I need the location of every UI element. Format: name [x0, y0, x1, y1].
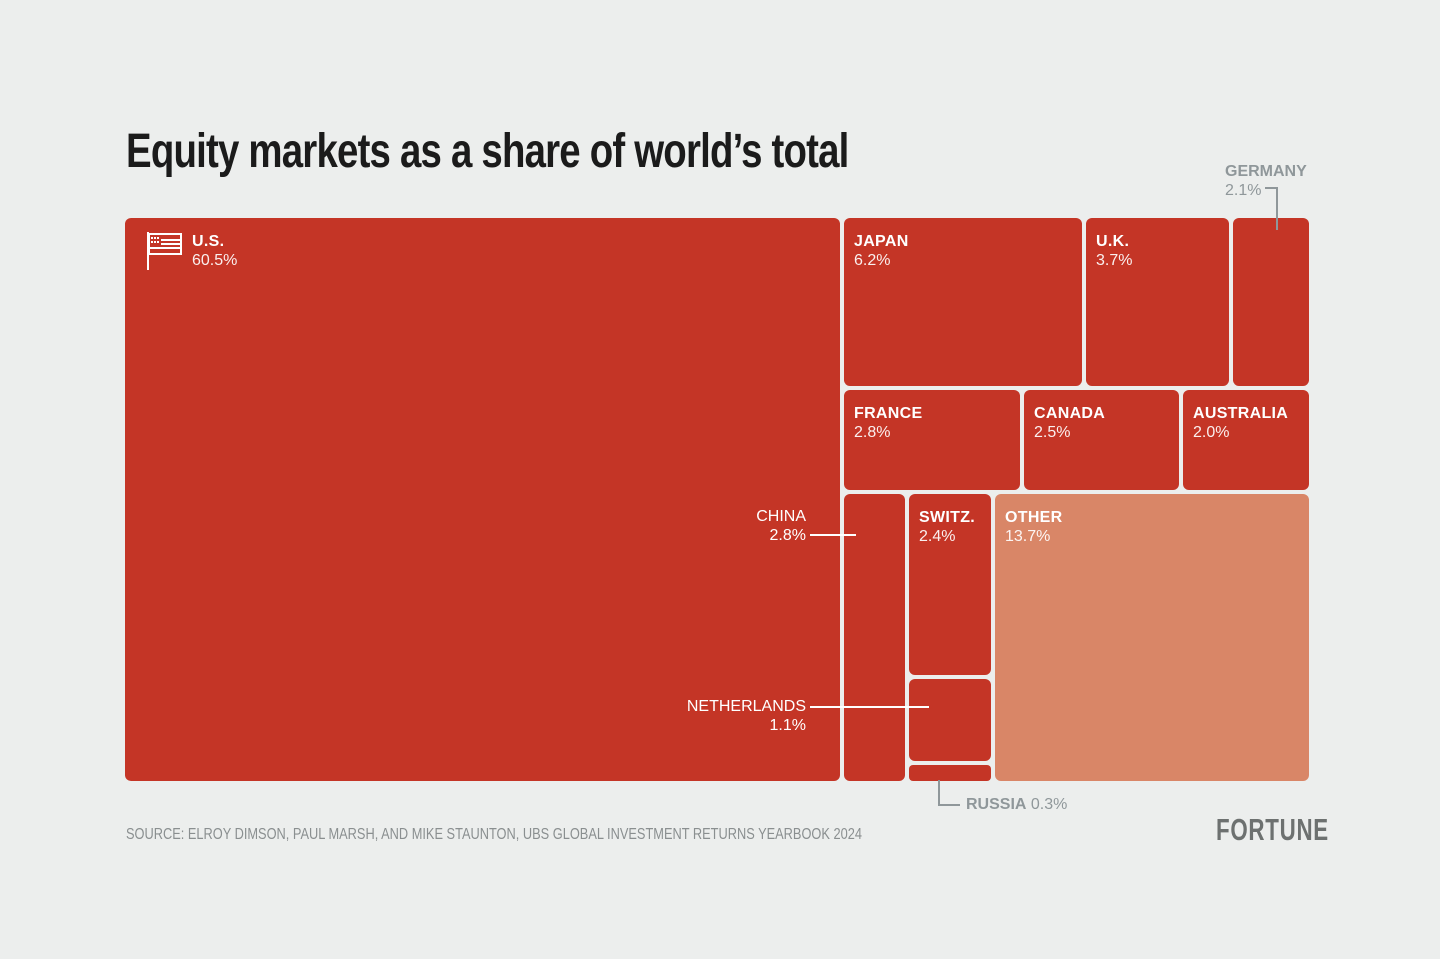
tile-name: GERMANY	[1225, 163, 1307, 180]
tile-name: FRANCE	[854, 405, 923, 422]
tile-netherlands	[909, 679, 991, 761]
tile-value: 0.3%	[1026, 796, 1068, 813]
tile-label-switz: SWITZ. 2.4%	[919, 508, 975, 546]
tile-other	[995, 494, 1309, 781]
tile-label-china: CHINA 2.8%	[756, 507, 806, 545]
tile-label-france: FRANCE 2.8%	[854, 404, 922, 442]
tile-name: CANADA	[1034, 405, 1106, 422]
tile-value: 6.2%	[854, 252, 891, 269]
tile-label-other: OTHER 13.7%	[1005, 508, 1063, 546]
tile-name: U.K.	[1096, 233, 1130, 250]
leader-line	[810, 706, 929, 708]
tile-value: 2.0%	[1193, 424, 1230, 441]
tile-label-japan: JAPAN 6.2%	[854, 232, 909, 270]
tile-value: 2.5%	[1034, 424, 1071, 441]
us-flag-icon	[147, 232, 182, 270]
tile-name: NETHERLANDS	[686, 698, 806, 715]
tile-label-russia: RUSSIA 0.3%	[966, 795, 1067, 814]
tile-name: OTHER	[1005, 509, 1063, 526]
tile-label-germany: GERMANY 2.1%	[1225, 162, 1307, 200]
tile-germany	[1233, 218, 1309, 386]
tile-value: 2.8%	[769, 527, 806, 544]
tile-france	[844, 390, 1020, 490]
tile-value: 1.1%	[769, 717, 806, 734]
leader-line	[1276, 187, 1278, 230]
tile-value: 13.7%	[1005, 528, 1051, 545]
tile-label-australia: AUSTRALIA 2.0%	[1193, 404, 1288, 442]
tile-u-s	[125, 218, 840, 781]
tile-label-canada: CANADA 2.5%	[1034, 404, 1105, 442]
tile-value: 2.8%	[854, 424, 891, 441]
tile-label-u-s: U.S. 60.5%	[192, 232, 237, 270]
tile-value: 2.1%	[1225, 182, 1262, 199]
tile-u-k	[1086, 218, 1229, 386]
tile-name: U.S.	[192, 233, 225, 250]
tile-name: AUSTRALIA	[1193, 405, 1289, 422]
tile-canada	[1024, 390, 1179, 490]
tile-name: SWITZ.	[919, 509, 976, 526]
tile-label-netherlands: NETHERLANDS 1.1%	[687, 697, 806, 735]
leader-line	[1265, 187, 1277, 189]
tile-name: RUSSIA	[966, 796, 1027, 813]
tile-name: CHINA	[756, 508, 806, 525]
tile-value: 60.5%	[192, 252, 238, 269]
tile-australia	[1183, 390, 1309, 490]
tile-value: 3.7%	[1096, 252, 1133, 269]
tile-switz	[909, 494, 991, 675]
tile-china	[844, 494, 905, 781]
leader-line	[938, 804, 960, 806]
tile-label-u-k: U.K. 3.7%	[1096, 232, 1132, 270]
leader-line	[810, 534, 856, 536]
tile-japan	[844, 218, 1082, 386]
tile-russia	[909, 765, 991, 781]
source-note: SOURCE: ELROY DIMSON, PAUL MARSH, AND MI…	[126, 826, 862, 843]
tile-name: JAPAN	[854, 233, 909, 250]
leader-line	[938, 780, 940, 805]
fortune-logo: FORTUNE	[1216, 812, 1329, 847]
tile-value: 2.4%	[919, 528, 956, 545]
chart-title: Equity markets as a share of world’s tot…	[126, 125, 849, 178]
